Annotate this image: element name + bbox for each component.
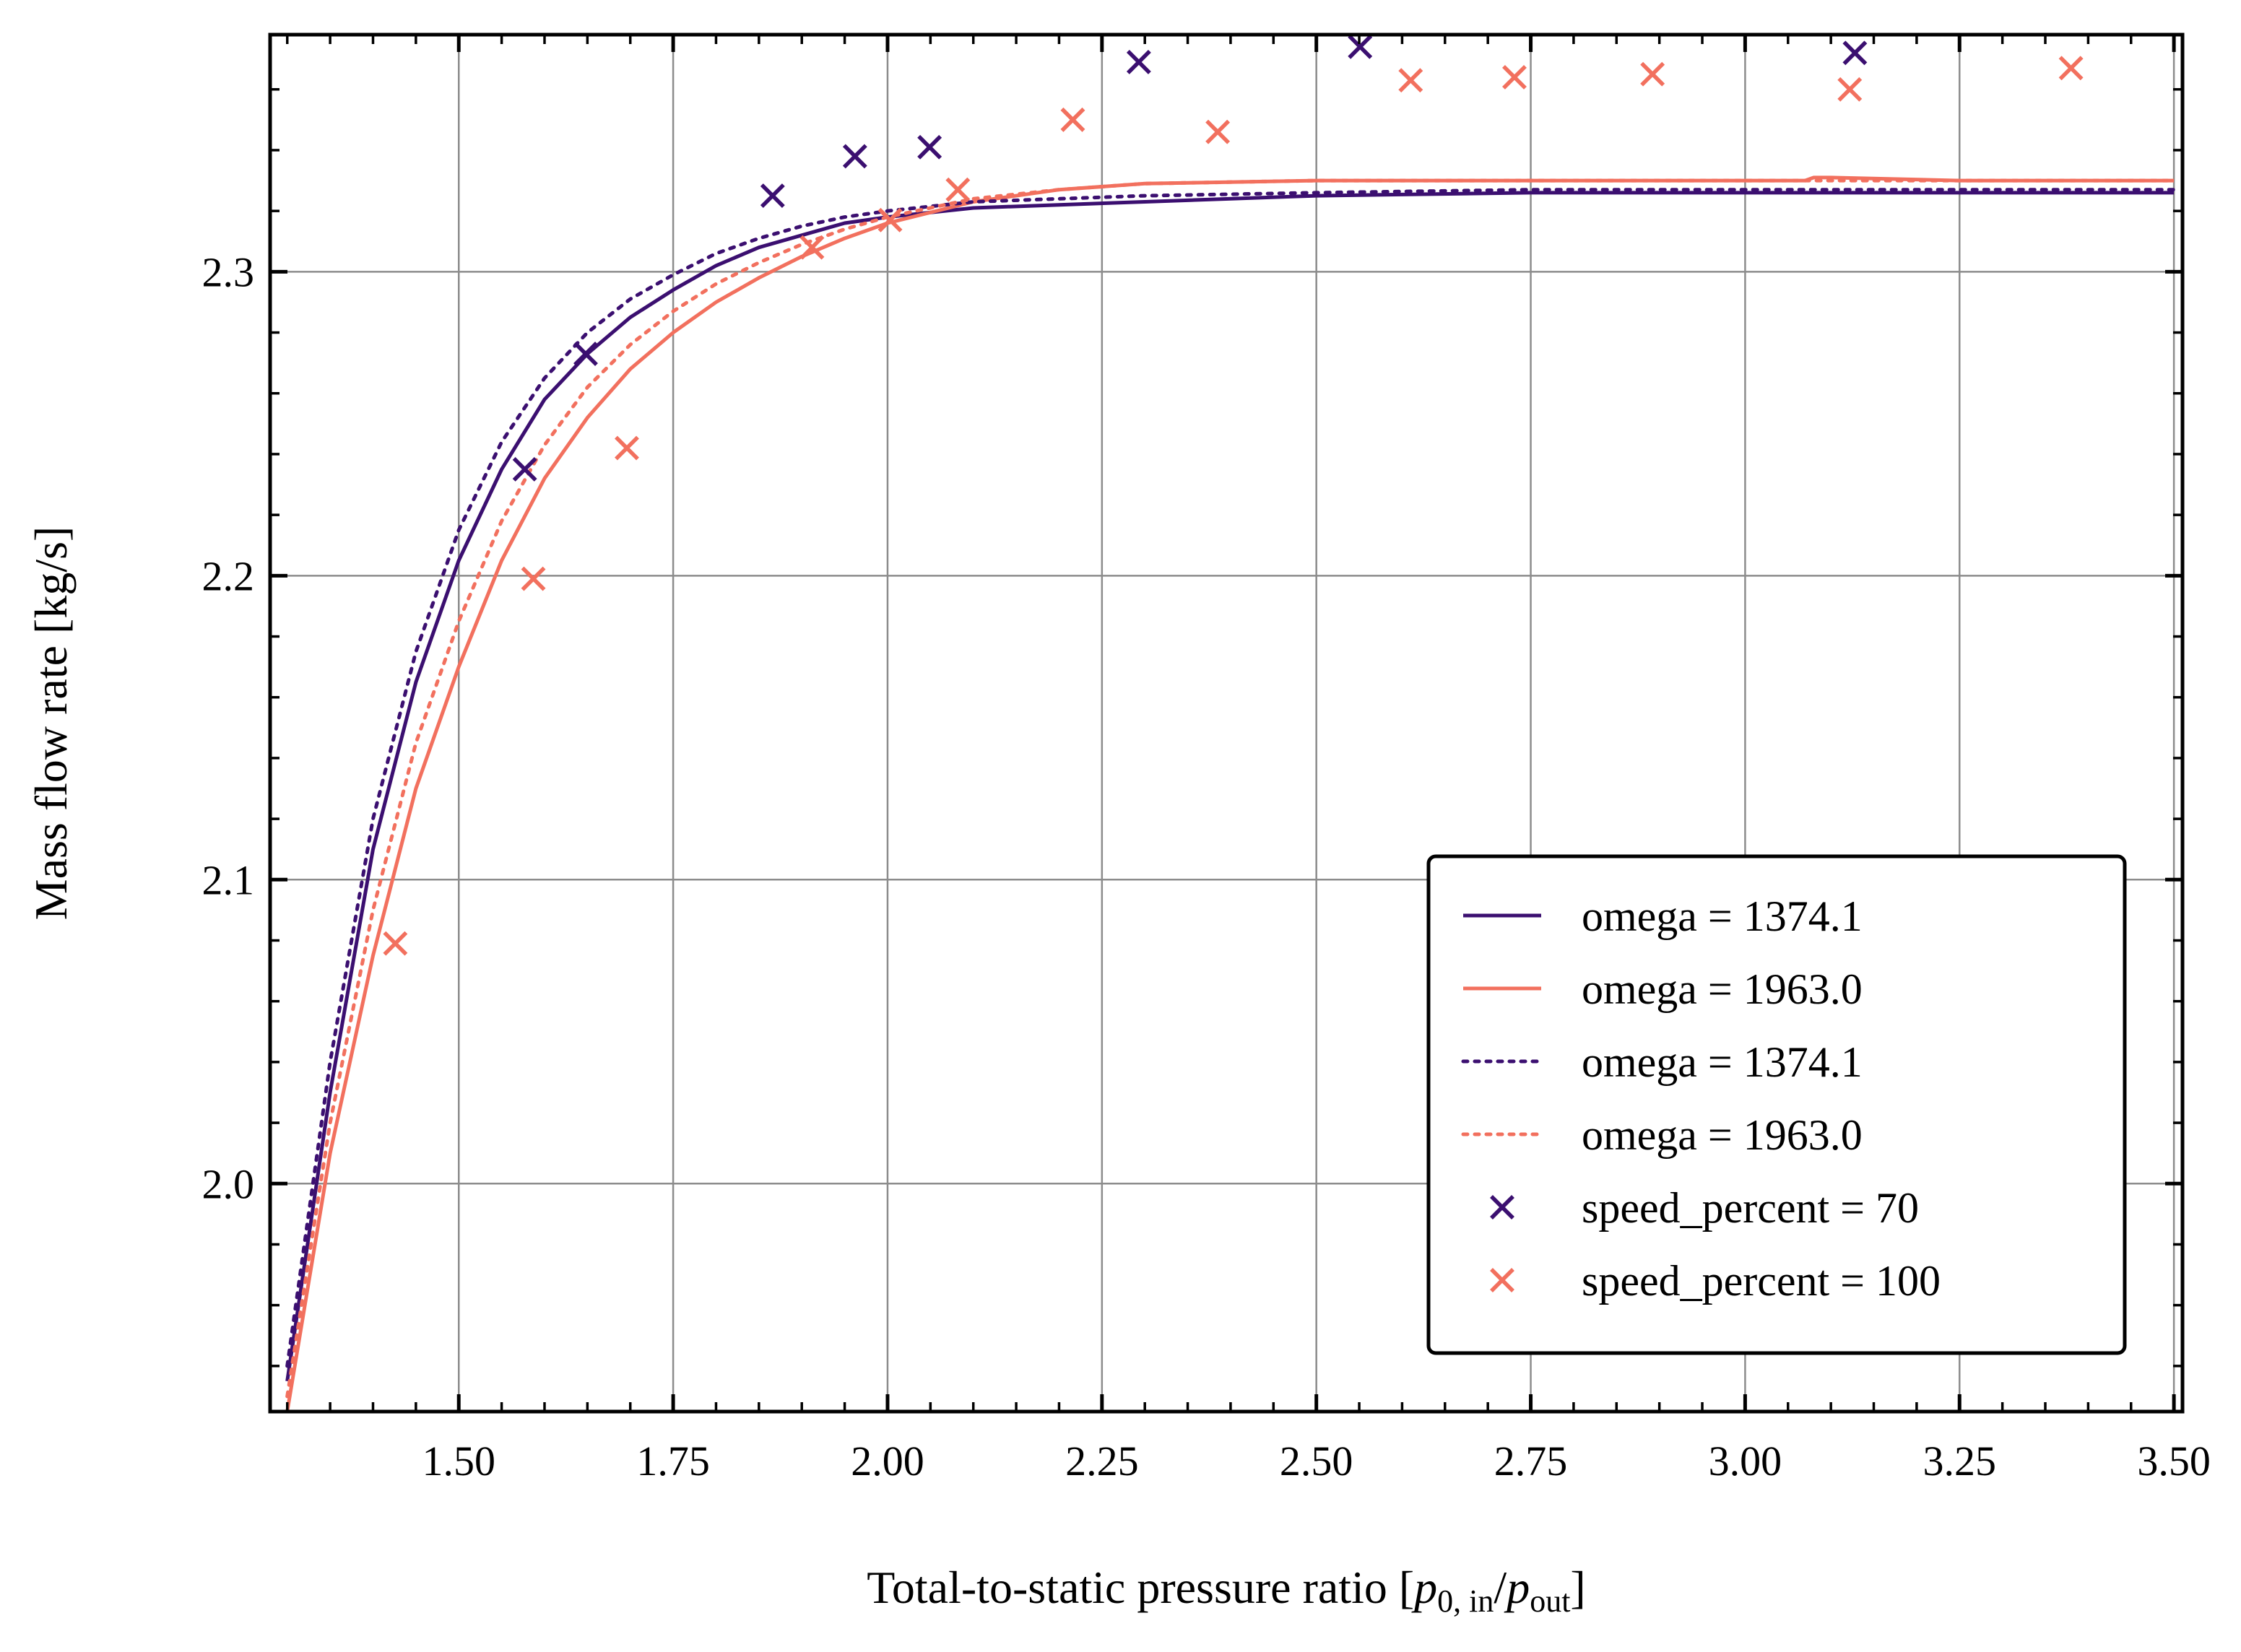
legend-box	[1426, 854, 2127, 1355]
series-line-dotted-omega-1963-0	[285, 178, 2176, 1399]
data-point-speed-percent-100	[521, 566, 546, 591]
x-tick-label: 3.00	[1709, 1438, 1782, 1484]
x-axis-label-suffix: ]	[1570, 1562, 1585, 1613]
data-point-speed-percent-100	[2058, 56, 2084, 81]
data-point-speed-percent-100	[799, 235, 825, 260]
data-point-speed-percent-100	[1640, 61, 1665, 87]
data-point-stroke	[615, 435, 639, 461]
legend-swatch-marker	[1490, 1195, 1514, 1220]
x-tick-label: 2.50	[1280, 1438, 1353, 1484]
data-point-stroke	[1842, 40, 1868, 66]
legend: omega = 1374.1 omega = 1963.0 omega = 1374…	[1426, 854, 2127, 1355]
x-axis-label-denominator: p	[1504, 1562, 1530, 1613]
x-axis-label-numerator-sub: 0, in	[1437, 1583, 1494, 1619]
x-axis-label-denominator-sub: out	[1530, 1583, 1570, 1619]
data-point-speed-percent-70	[573, 342, 598, 366]
data-point-stroke	[760, 183, 785, 209]
x-tick-label: 3.50	[2137, 1438, 2211, 1484]
data-point-speed-percent-100	[877, 207, 903, 232]
data-point-speed-percent-100	[1398, 68, 1423, 93]
x-tick-label: 2.25	[1065, 1438, 1139, 1484]
data-point-speed-percent-70	[1348, 34, 1373, 59]
data-point-stroke	[842, 144, 867, 169]
legend-label: omega = 1374.1	[1582, 892, 1863, 940]
legend-label: omega = 1963.0	[1582, 965, 1863, 1013]
data-point-stroke	[1502, 64, 1527, 90]
x-axis-label-numerator: p	[1411, 1562, 1437, 1613]
legend-item: omega = 1374.1	[1463, 892, 1863, 940]
legend-label: omega = 1963.0	[1582, 1111, 1863, 1159]
series-line-solid-omega-1374-1	[285, 191, 2175, 1382]
legend-label: speed_percent = 100	[1582, 1257, 1941, 1305]
data-point-speed-percent-100	[1502, 64, 1527, 90]
data-point-stroke	[1205, 119, 1231, 144]
plot-series	[285, 34, 2176, 1412]
y-axis-label: Mass flow rate [kg/s]	[25, 526, 77, 921]
x-tick-label: 2.75	[1494, 1438, 1568, 1484]
x-tick-label: 1.75	[636, 1438, 710, 1484]
data-point-stroke	[1640, 61, 1665, 87]
legend-item: speed_percent = 100	[1490, 1257, 1941, 1305]
x-axis-label: Total-to-static pressure ratio [p0, in/p…	[867, 1562, 1585, 1619]
data-point-speed-percent-100	[1060, 107, 1085, 132]
data-point-speed-percent-100	[945, 177, 971, 202]
data-point-speed-percent-100	[615, 435, 639, 461]
plot-frame	[268, 32, 2185, 1414]
data-point-stroke	[1348, 34, 1373, 59]
data-point-speed-percent-70	[760, 183, 785, 209]
legend-items: omega = 1374.1 omega = 1963.0 omega = 1374…	[1461, 892, 1941, 1305]
x-tick-label: 1.50	[422, 1438, 495, 1484]
data-point-speed-percent-100	[383, 931, 408, 956]
x-axis-label-prefix: Total-to-static pressure ratio [	[867, 1562, 1414, 1613]
data-point-stroke	[1398, 68, 1423, 93]
legend-item: omega = 1963.0	[1463, 965, 1863, 1013]
data-point-speed-percent-70	[1126, 49, 1151, 74]
data-point-speed-percent-70	[842, 144, 867, 169]
data-point-stroke	[521, 566, 546, 591]
axis-ticks: 1.50 1.75 2.00 2.25 2.50 2.75 3.00 3.25 3.50 2.0 2…	[202, 35, 2211, 1484]
data-point-stroke	[917, 134, 942, 160]
x-tick-label: 2.00	[851, 1438, 924, 1484]
series-line-dotted-omega-1374-1	[285, 188, 2176, 1368]
data-point-stroke	[2058, 56, 2084, 81]
y-tick-label: 2.0	[202, 1160, 255, 1207]
data-point-speed-percent-70	[1842, 40, 1868, 66]
data-point-stroke	[512, 457, 537, 482]
legend-item: speed_percent = 70	[1490, 1184, 1919, 1232]
data-point-stroke	[1126, 49, 1151, 74]
data-point-stroke	[383, 931, 408, 956]
x-axis-label-separator: /	[1494, 1562, 1507, 1613]
data-point-stroke	[877, 207, 903, 232]
data-point-stroke	[799, 235, 825, 260]
data-point-speed-percent-100	[1205, 119, 1231, 144]
data-point-speed-percent-70	[512, 457, 537, 482]
legend-label: omega = 1374.1	[1582, 1038, 1863, 1086]
y-tick-label: 2.1	[202, 856, 255, 903]
legend-item: omega = 1963.0	[1461, 1111, 1863, 1159]
data-point-speed-percent-70	[917, 134, 942, 160]
data-point-speed-percent-100	[1837, 77, 1863, 102]
y-tick-label: 2.3	[202, 248, 255, 295]
data-point-stroke	[1837, 77, 1863, 102]
legend-item: omega = 1374.1	[1461, 1038, 1863, 1086]
data-point-stroke	[945, 177, 971, 202]
data-point-stroke	[573, 342, 598, 366]
y-tick-label: 2.2	[202, 552, 255, 599]
x-tick-label: 3.25	[1923, 1438, 1997, 1484]
legend-swatch-marker	[1490, 1268, 1514, 1292]
legend-label: speed_percent = 70	[1582, 1184, 1919, 1232]
data-point-stroke	[1060, 107, 1085, 132]
